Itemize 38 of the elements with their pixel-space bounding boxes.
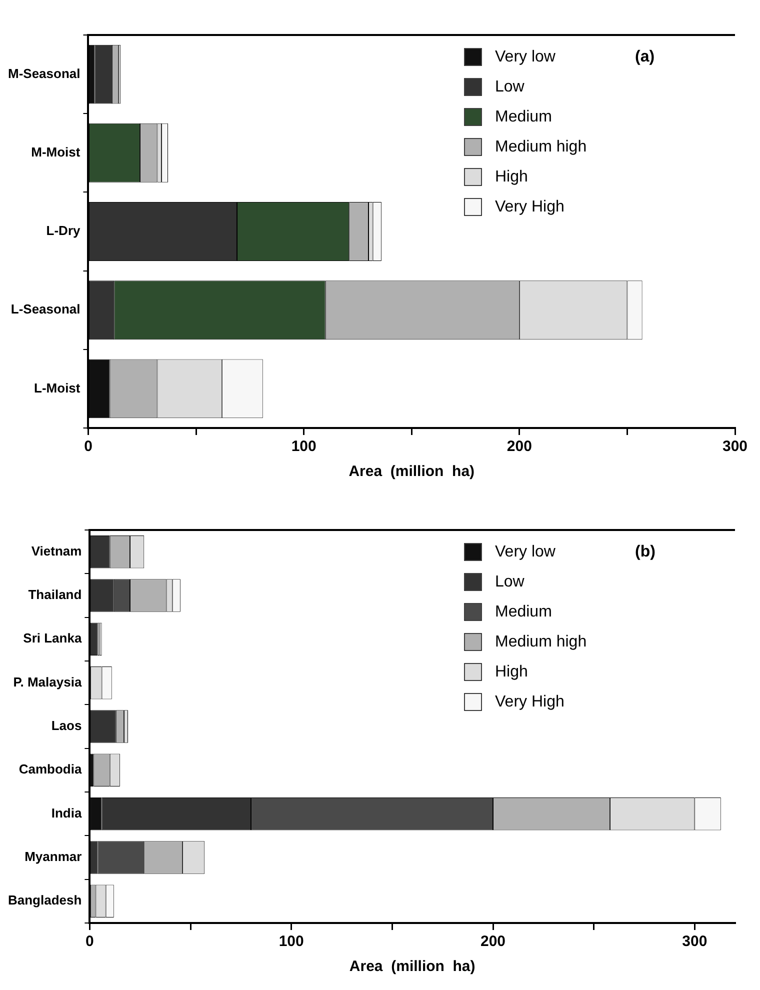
- y-tick-label: P. Malaysia: [13, 674, 82, 690]
- legend-label: Very High: [495, 693, 564, 710]
- y-tick-label: India: [51, 805, 82, 820]
- y-tick-label: Laos: [51, 718, 82, 734]
- annotation: (a): [635, 48, 655, 66]
- y-tick-label: Vietnam: [31, 543, 82, 558]
- y-tick-label: Myanmar: [24, 849, 82, 864]
- legend-label: Very High: [495, 198, 564, 216]
- x-tick-label: 300: [682, 933, 708, 950]
- y-tick-label: L-Dry: [46, 223, 82, 238]
- legend-label: Medium high: [495, 633, 587, 650]
- x-tick-label: 200: [480, 933, 506, 950]
- x-axis-title: Area (million ha): [349, 958, 476, 976]
- y-tick-label: Cambodia: [18, 762, 82, 777]
- legend-label: Very low: [495, 48, 556, 66]
- y-tick-label: Bangladesh: [8, 892, 82, 908]
- x-tick-label: 100: [278, 933, 304, 950]
- x-tick-label: 0: [86, 933, 94, 950]
- annotation: (b): [635, 543, 656, 560]
- x-tick-label: 200: [506, 438, 532, 456]
- legend-label: High: [495, 168, 528, 186]
- legend-label: Low: [495, 573, 525, 590]
- x-tick-label: 100: [291, 438, 316, 456]
- legend-label: Very low: [495, 543, 556, 560]
- y-tick-label: Thailand: [28, 587, 82, 602]
- y-tick-label: L-Moist: [34, 380, 81, 396]
- y-tick-label: M-Moist: [31, 144, 81, 160]
- y-tick-label: Sri Lanka: [23, 630, 82, 646]
- y-tick-label: L-Seasonal: [10, 302, 80, 317]
- legend-label: Medium: [495, 108, 552, 126]
- x-tick-label: 300: [722, 438, 748, 456]
- legend-label: Medium high: [495, 138, 587, 156]
- legend-label: High: [495, 663, 528, 680]
- legend-label: Medium: [495, 603, 552, 620]
- y-tick-label: M-Seasonal: [8, 66, 80, 81]
- x-tick-label: 0: [84, 438, 92, 456]
- x-axis-title: Area (million ha): [348, 463, 475, 480]
- legend-label: Low: [495, 78, 525, 96]
